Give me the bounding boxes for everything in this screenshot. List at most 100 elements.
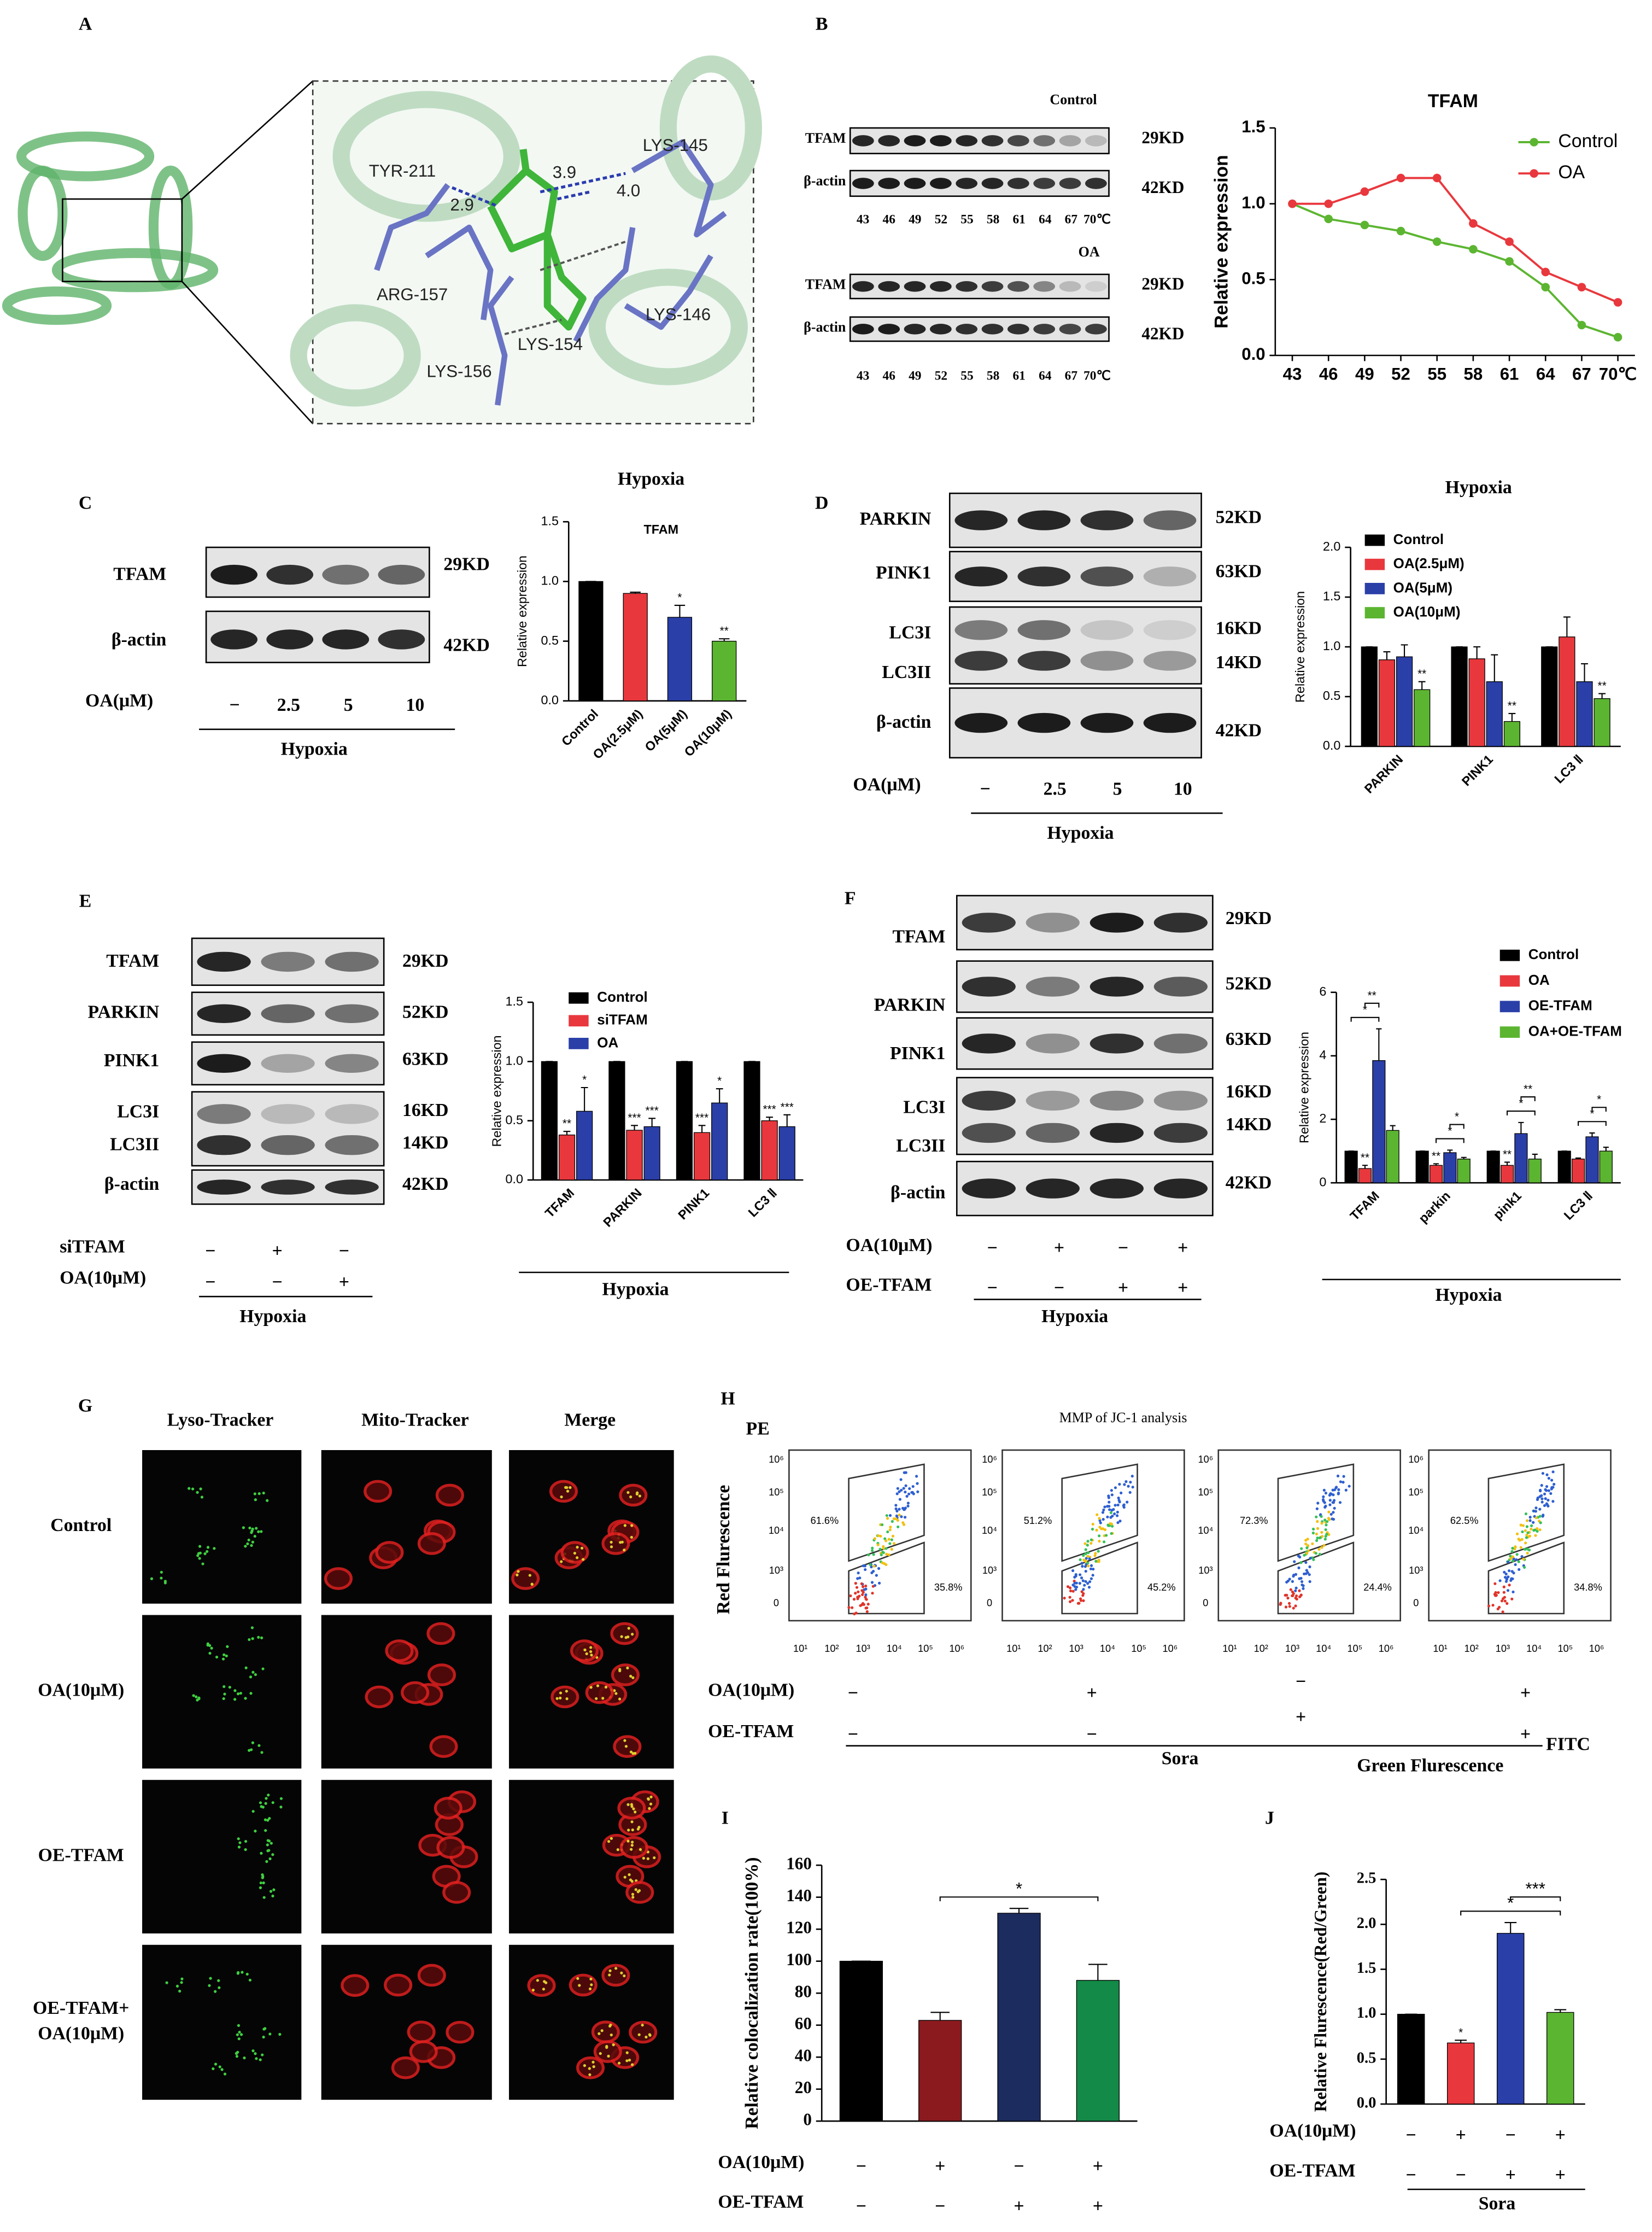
lyso-dot — [271, 1853, 274, 1856]
column-header: Mito-Tracker — [361, 1410, 468, 1430]
lyso-dot — [248, 1526, 251, 1530]
lyso-dot — [160, 1570, 163, 1574]
blot — [948, 606, 1202, 685]
lyso-dot — [589, 1646, 593, 1649]
event — [1127, 1485, 1130, 1488]
lyso-dot — [251, 1741, 255, 1744]
event — [904, 1484, 907, 1487]
event — [895, 1509, 899, 1513]
lyso-dot — [278, 2032, 282, 2036]
event — [1128, 1491, 1132, 1494]
label: + — [1178, 1238, 1188, 1258]
event — [1129, 1481, 1132, 1484]
event — [884, 1547, 888, 1550]
event — [1088, 1557, 1091, 1561]
lyso-dot — [267, 1849, 271, 1852]
lyso-dot — [555, 1697, 559, 1700]
label: 0 — [1413, 1598, 1419, 1609]
point — [1541, 267, 1550, 277]
error-bar — [1376, 1028, 1382, 1061]
lyso-dot — [246, 1542, 249, 1545]
bar — [1594, 698, 1610, 747]
event — [1512, 1571, 1515, 1575]
label: 10³ — [982, 1565, 997, 1576]
event — [1117, 1499, 1121, 1502]
event — [892, 1542, 896, 1545]
residue-stick — [425, 224, 494, 320]
label: 29KD — [1226, 908, 1272, 928]
lyso-dot — [257, 1530, 260, 1533]
lyso-dot — [267, 1793, 270, 1797]
event — [863, 1564, 866, 1568]
event — [1539, 1488, 1542, 1492]
legend-label: OE-TFAM — [1528, 997, 1592, 1014]
temperature-label: 52 — [935, 369, 947, 383]
event — [1332, 1511, 1335, 1514]
event — [1526, 1551, 1529, 1555]
significance-label: *** — [695, 1112, 708, 1124]
blot-band — [1033, 135, 1056, 147]
event — [870, 1571, 874, 1575]
mito-cell — [365, 1685, 394, 1709]
event — [1543, 1492, 1546, 1495]
y-axis-label: Relative colocalization rate(100%) — [742, 1857, 762, 2129]
x-tick-label: 70℃ — [1599, 365, 1637, 384]
label: 0 — [774, 1598, 779, 1609]
event — [1304, 1542, 1308, 1546]
event — [1082, 1588, 1085, 1591]
lyso-dot — [266, 1839, 270, 1842]
event — [864, 1597, 868, 1601]
error-bar — [1589, 1132, 1595, 1137]
event — [1082, 1599, 1085, 1603]
event — [1494, 1591, 1497, 1594]
y-axis-label: Relative Flurescence(Red/Green) — [1311, 1872, 1330, 2112]
lyso-dot — [628, 1873, 631, 1877]
mito-cell — [391, 2056, 420, 2079]
micrograph — [142, 1944, 302, 2100]
lyso-dot — [600, 2029, 604, 2032]
x-tick-label: PINK1 — [675, 1185, 712, 1222]
event — [898, 1514, 901, 1517]
x-tick-label: 52 — [1391, 365, 1410, 384]
event — [1534, 1516, 1538, 1520]
event — [870, 1565, 873, 1569]
protein-helix — [16, 131, 155, 182]
event — [1098, 1517, 1101, 1520]
bar — [667, 617, 693, 702]
lyso-dot — [565, 1690, 568, 1693]
lyso-dot — [608, 1973, 611, 1977]
mito-cell — [375, 1541, 404, 1564]
event — [887, 1538, 891, 1541]
mito-cell — [401, 1681, 430, 1704]
blot-band — [878, 135, 900, 147]
event — [1540, 1494, 1543, 1497]
bar — [1486, 1150, 1500, 1183]
lyso-dot — [241, 1971, 244, 1974]
lyso-dot — [629, 1495, 632, 1499]
event — [1311, 1532, 1315, 1535]
error-bar — [1563, 616, 1571, 637]
event — [856, 1597, 859, 1600]
event — [861, 1593, 864, 1597]
condition-sign: + — [1505, 2165, 1516, 2185]
blot-band — [1085, 135, 1107, 147]
lyso-dot — [259, 2058, 262, 2061]
lyso-dot — [225, 1654, 228, 1658]
lyso-dot — [618, 1697, 622, 1701]
y-tick-label: 0.0 — [506, 1172, 524, 1186]
lyso-dot — [607, 1840, 611, 1843]
y-tick-label: 0.0 — [1323, 738, 1341, 752]
event — [1324, 1492, 1328, 1495]
point — [1432, 237, 1442, 246]
label: 0 — [987, 1598, 992, 1609]
event — [1089, 1541, 1093, 1545]
event — [1081, 1579, 1085, 1582]
event — [1530, 1524, 1533, 1527]
event — [1079, 1597, 1082, 1600]
bar — [712, 640, 737, 702]
lyso-dot — [244, 1545, 247, 1548]
row-label: OA(10μM) — [38, 1680, 124, 1701]
lyso-dot — [624, 1745, 628, 1748]
label: 42KD — [1226, 1173, 1272, 1193]
lyso-dot — [623, 1524, 626, 1527]
